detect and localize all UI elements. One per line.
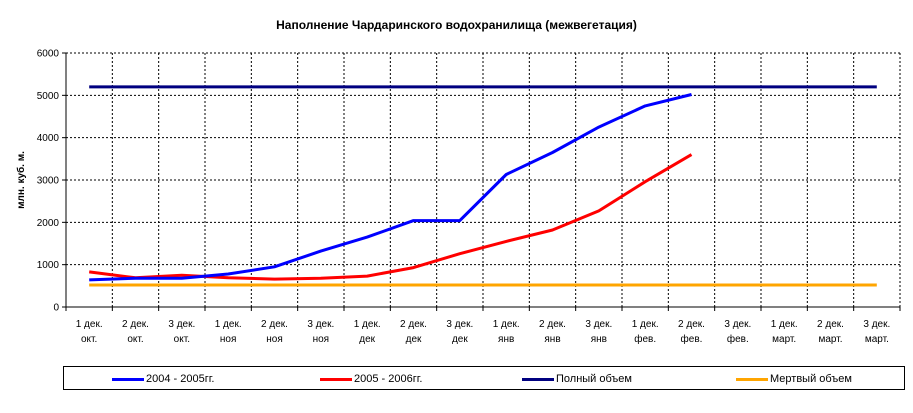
legend-item: Мертвый объем: [736, 372, 852, 386]
legend-swatch: [112, 377, 144, 381]
x-tick-label: 3 дек.: [307, 319, 334, 330]
x-tick-label: 2 дек.: [539, 319, 566, 330]
x-tick-label: окт.: [127, 334, 143, 345]
x-tick-label: дек: [406, 334, 422, 345]
x-tick-label: фев.: [634, 333, 656, 345]
x-tick-label: 1 дек.: [771, 319, 798, 330]
legend-swatch: [522, 377, 554, 381]
x-tick-label: ноя: [266, 334, 283, 345]
legend-label: 2005 - 2006гг.: [354, 373, 423, 385]
y-tick-label: 5000: [37, 91, 60, 102]
x-tick-label: 1 дек.: [215, 319, 242, 330]
x-tick-label: янв: [591, 334, 607, 345]
y-tick-label: 3000: [37, 176, 60, 187]
chart-legend: 2004 - 2005гг. 2005 - 2006гг. Полный объем…: [63, 366, 905, 390]
x-tick-label: окт.: [81, 334, 97, 345]
x-tick-label: 2 дек.: [261, 319, 288, 330]
series-line-1: [89, 93, 692, 282]
x-tick-label: окт.: [174, 334, 190, 345]
y-tick-label: 6000: [37, 49, 60, 60]
legend-swatch: [736, 377, 768, 381]
legend-swatch: [320, 377, 352, 381]
y-tick-label: 1000: [37, 260, 60, 271]
x-tick-label: март.: [865, 334, 889, 345]
legend-item: Полный объем: [522, 372, 632, 386]
y-tick-label: 2000: [37, 218, 60, 229]
x-tick-label: 3 дек.: [724, 319, 751, 330]
chart-title: Наполнение Чардаринского водохранилища (…: [276, 18, 637, 32]
x-tick-label: дек: [359, 334, 375, 345]
legend-label: Полный объем: [556, 373, 632, 385]
legend-label: 2004 - 2005гг.: [146, 373, 215, 385]
legend-item: 2005 - 2006гг.: [320, 372, 422, 386]
y-axis-label: млн. куб. м.: [15, 151, 27, 209]
x-tick-label: 2 дек.: [122, 319, 149, 330]
x-tick-label: ноя: [220, 334, 237, 345]
x-tick-label: 3 дек.: [168, 319, 195, 330]
x-tick-label: фев.: [681, 333, 703, 345]
x-tick-label: янв: [498, 334, 514, 345]
x-tick-label: 2 дек.: [817, 319, 844, 330]
x-tick-label: 1 дек.: [632, 319, 659, 330]
x-tick-label: дек: [452, 334, 468, 345]
x-tick-label: 2 дек.: [678, 319, 705, 330]
x-tick-label: 3 дек.: [585, 319, 612, 330]
x-tick-label: март.: [818, 334, 842, 345]
x-tick-label: ноя: [313, 334, 330, 345]
x-tick-label: фев.: [727, 333, 749, 345]
x-tick-label: 1 дек.: [493, 319, 520, 330]
x-tick-label: 3 дек.: [446, 319, 473, 330]
series-line-2: [89, 153, 693, 281]
y-tick-label: 4000: [37, 133, 60, 144]
x-tick-label: 1 дек.: [354, 319, 381, 330]
legend-item: 2004 - 2005гг.: [112, 372, 214, 386]
chart-plot: 0 1000 2000 3000 4000 5000 6000 1 дек. окт. 2 дек…: [15, 49, 901, 345]
legend-label: Мертвый объем: [770, 373, 852, 385]
x-tick-label: 3 дек.: [863, 319, 890, 330]
x-tick-label: 2 дек.: [400, 319, 427, 330]
y-tick-label: 0: [53, 303, 59, 314]
x-tick-label: янв: [544, 334, 560, 345]
x-tick-label: 1 дек.: [76, 319, 103, 330]
x-tick-label: март.: [772, 334, 796, 345]
